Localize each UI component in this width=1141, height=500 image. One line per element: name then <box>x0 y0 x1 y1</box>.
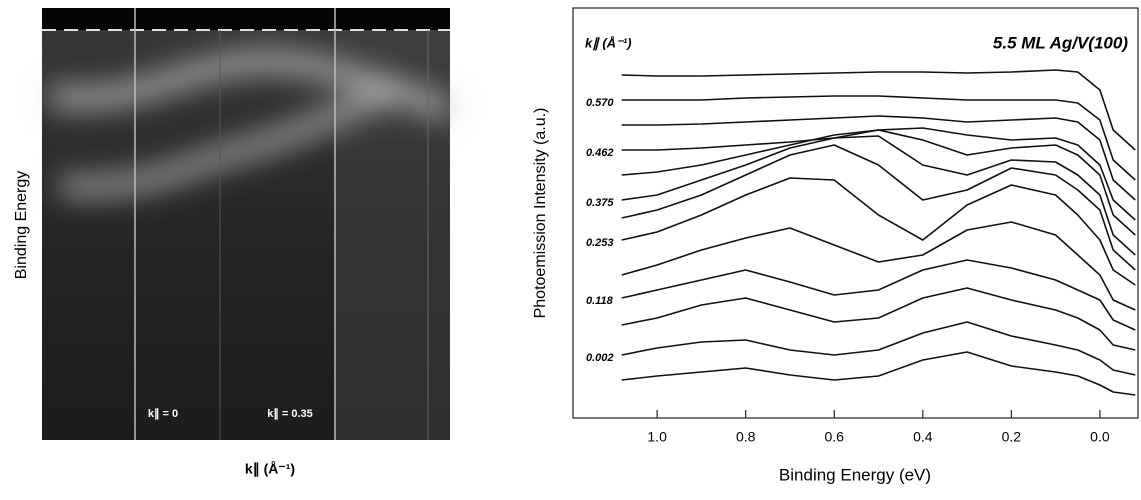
spectrum-line <box>621 144 1136 271</box>
curve-label: 0.375 <box>586 197 614 209</box>
x-tick-label: 0.8 <box>736 429 756 445</box>
spectrum-line <box>621 177 1136 286</box>
plot-frame <box>572 7 1139 419</box>
spectrum-line <box>621 115 1136 201</box>
spectrum-line <box>621 221 1136 311</box>
curve-label: 0.002 <box>586 352 614 364</box>
legend-title: k∥ (Å⁻¹) <box>585 35 632 51</box>
chart-title: 5.5 ML Ag/V(100) <box>993 33 1128 52</box>
spectrum-line <box>621 129 1136 236</box>
arpes-image <box>42 8 454 440</box>
spectrum-line <box>621 69 1136 151</box>
spectrum-line <box>621 135 1136 256</box>
annotation: k∥ = 0.35 <box>267 408 313 420</box>
x-tick-label: 0.4 <box>913 429 933 445</box>
y-axis-label: Photoemission Intensity (a.u.) <box>532 108 549 319</box>
curve-label: 0.462 <box>586 147 614 159</box>
spectrum-line <box>621 351 1136 396</box>
spectrum-line <box>621 259 1136 331</box>
x-axis-label: Binding Energy (eV) <box>779 465 931 484</box>
spectrum-line <box>621 287 1136 351</box>
spectrum-line <box>621 127 1136 221</box>
curve-label: 0.570 <box>586 97 614 109</box>
x-tick-label: 0.2 <box>1002 429 1022 445</box>
curve-label: 0.253 <box>586 237 614 249</box>
x-tick-label: 0.6 <box>825 429 845 445</box>
y-axis-label: Binding Energy <box>13 171 30 280</box>
curve-label: 0.118 <box>586 295 614 307</box>
spectrum-line <box>621 95 1136 181</box>
x-axis-label: k∥ (Å⁻¹) <box>245 461 295 478</box>
x-tick-label: 0.0 <box>1090 429 1110 445</box>
spectrum-line <box>621 321 1136 376</box>
annotation: k∥ = 0 <box>148 408 178 420</box>
x-tick-label: 1.0 <box>647 429 667 445</box>
